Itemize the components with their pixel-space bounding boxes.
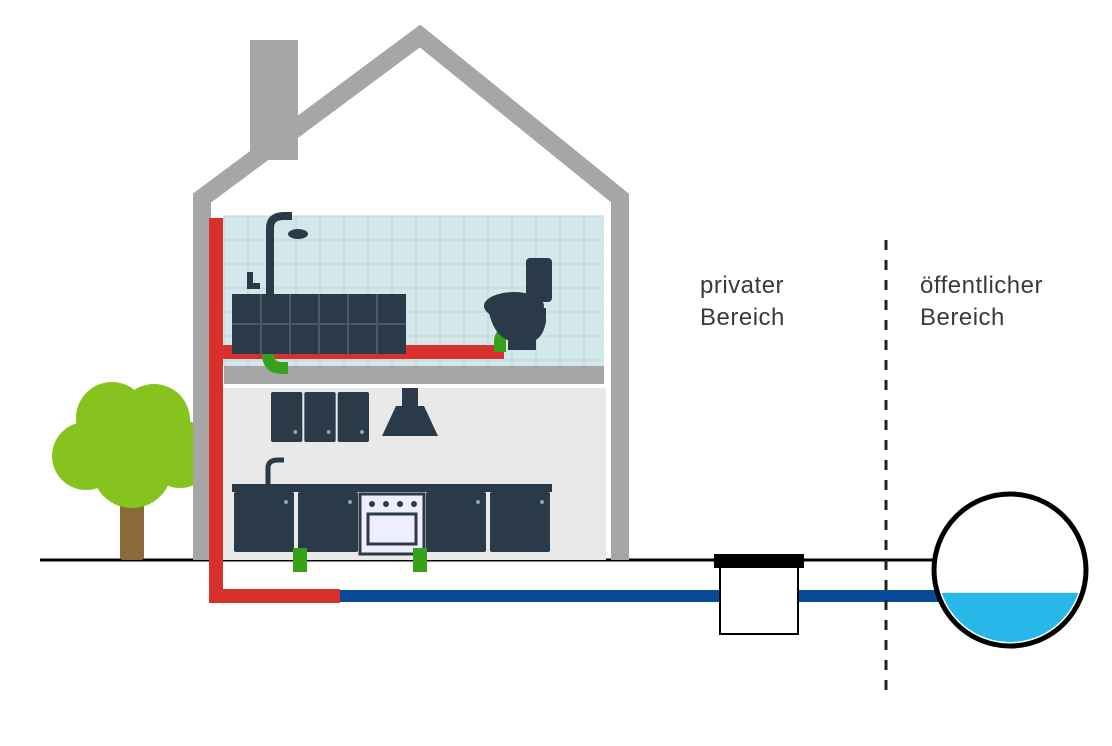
ground-stub-1 — [413, 548, 427, 572]
label-private: privater Bereich — [700, 270, 785, 335]
house-drainage-diagram — [0, 0, 1112, 746]
ground-stub-0 — [293, 548, 307, 572]
sewer-water — [934, 593, 1086, 745]
upper-cabinet — [338, 392, 369, 442]
label-private-line1: privater — [700, 272, 784, 299]
label-private-line2: Bereich — [700, 304, 785, 331]
upper-cabinet — [304, 392, 335, 442]
countertop — [232, 484, 552, 492]
label-public-line1: öffentlicher — [920, 272, 1043, 299]
tree-crown — [52, 382, 214, 508]
inspection-lid — [714, 554, 804, 568]
shower-head-icon — [288, 229, 308, 239]
inspection-chamber — [720, 566, 798, 634]
label-public-line2: Bereich — [920, 304, 1005, 331]
label-public: öffentlicher Bereich — [920, 270, 1043, 335]
upper-cabinet — [271, 392, 302, 442]
